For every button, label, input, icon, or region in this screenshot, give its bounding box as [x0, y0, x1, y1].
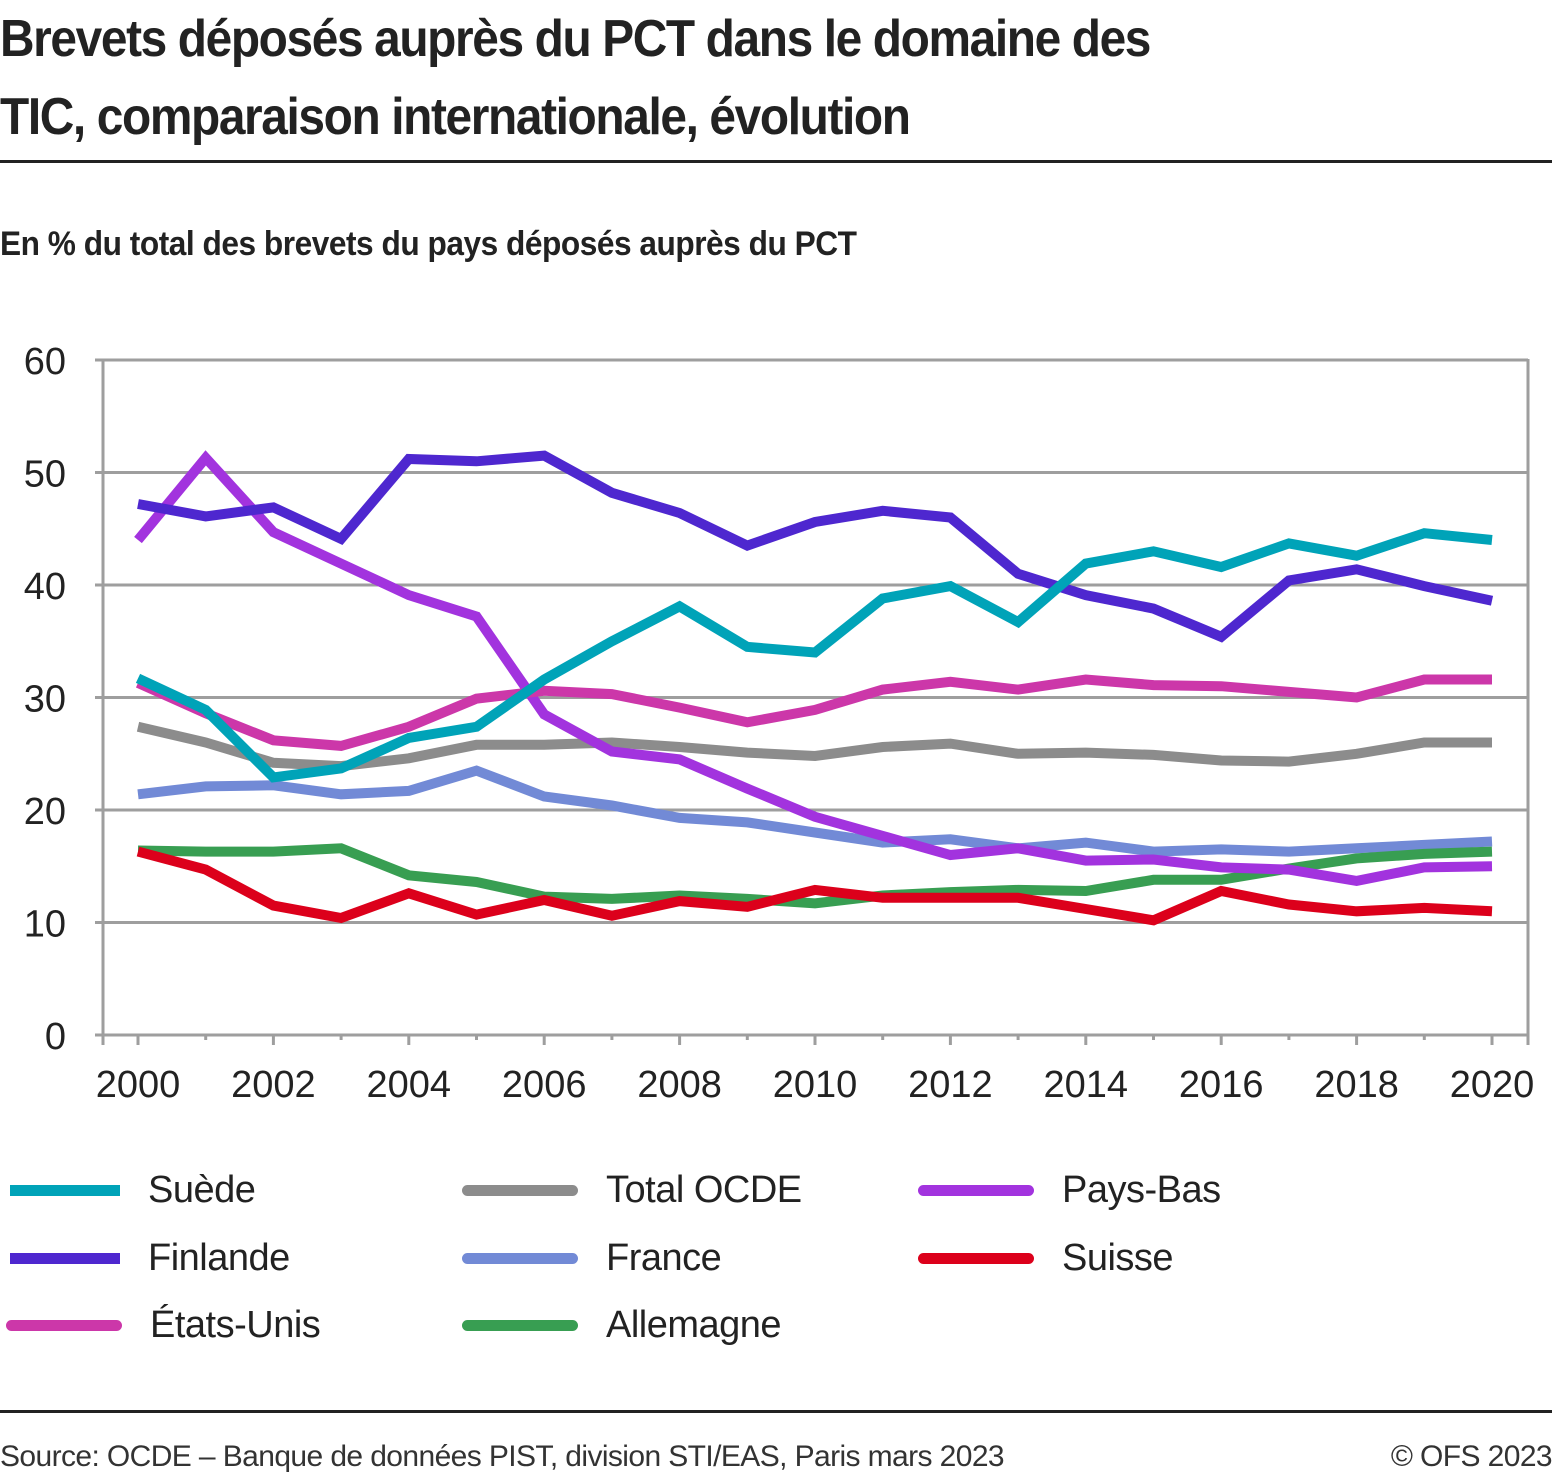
- legend-item-finlande[interactable]: Finlande: [10, 1228, 290, 1288]
- x-tick-label: 2006: [502, 1064, 587, 1106]
- y-tick-label: 60: [24, 341, 66, 383]
- legend-item-total-ocde[interactable]: Total OCDE: [462, 1160, 802, 1220]
- chart-title-line-2: TIC, comparaison internationale, évoluti…: [0, 88, 911, 146]
- chart-title-line-1: Brevets déposés auprès du PCT dans le do…: [0, 10, 1151, 68]
- chart-subtitle: En % du total des brevets du pays déposé…: [0, 225, 857, 263]
- legend-label-suede: Suède: [148, 1168, 256, 1211]
- legend-swatch-allemagne: [462, 1319, 578, 1331]
- chart-title: Brevets déposés auprès du PCT dans le do…: [0, 0, 1428, 156]
- series-lines: [134, 450, 1494, 926]
- legend-item-suisse[interactable]: Suisse: [918, 1228, 1174, 1288]
- footer-divider: [0, 1410, 1552, 1413]
- copyright: © OFS 2023: [1390, 1440, 1552, 1473]
- legend-label-france: France: [606, 1236, 722, 1279]
- legend-swatch-finlande: [10, 1252, 120, 1264]
- title-divider: [0, 160, 1552, 163]
- x-tick-label: 2008: [637, 1064, 722, 1106]
- y-tick-label: 10: [24, 904, 66, 946]
- x-tick-label: 2000: [96, 1064, 181, 1106]
- legend-swatch-total-ocde: [462, 1184, 578, 1196]
- legend-item-etats-unis[interactable]: États-Unis: [6, 1295, 321, 1355]
- legend-label-suisse: Suisse: [1062, 1236, 1174, 1279]
- legend-label-pays-bas: Pays-Bas: [1062, 1168, 1221, 1211]
- legend-label-etats-unis: États-Unis: [150, 1303, 321, 1346]
- x-tick-label: 2020: [1450, 1064, 1535, 1106]
- legend-item-suede[interactable]: Suède: [10, 1160, 256, 1220]
- x-tick-label: 2010: [773, 1064, 858, 1106]
- x-tick-label: 2018: [1314, 1064, 1399, 1106]
- series-line-pays-bas: [134, 450, 1493, 886]
- x-tick-label: 2004: [367, 1064, 452, 1106]
- y-tick-label: 30: [24, 679, 66, 721]
- legend-swatch-suisse: [918, 1252, 1034, 1264]
- legend-item-allemagne[interactable]: Allemagne: [462, 1295, 782, 1355]
- legend-swatch-france: [462, 1252, 578, 1264]
- series-line-suisse: [136, 846, 1493, 926]
- axes: [101, 359, 1530, 1045]
- legend-item-france[interactable]: France: [462, 1228, 722, 1288]
- y-tick-label: 0: [45, 1016, 66, 1058]
- legend-label-total-ocde: Total OCDE: [606, 1168, 802, 1211]
- x-tick-label: 2002: [231, 1064, 316, 1106]
- y-tick-label: 40: [24, 566, 66, 608]
- y-tick-label: 50: [24, 454, 66, 496]
- x-tick-label: 2016: [1179, 1064, 1264, 1106]
- legend-label-finlande: Finlande: [148, 1236, 290, 1279]
- legend-swatch-pays-bas: [918, 1184, 1034, 1196]
- legend-item-pays-bas[interactable]: Pays-Bas: [918, 1160, 1221, 1220]
- x-tick-label: 2012: [908, 1064, 993, 1106]
- line-chart: 0 10 20 30 40 50 60 2000 2002 2004 2006 2008 2010 201…: [24, 341, 1535, 1106]
- legend-swatch-etats-unis: [6, 1319, 122, 1331]
- legend: Suède Finlande États-Unis Total OCDE Fra…: [0, 1160, 1552, 1360]
- legend-swatch-suede: [10, 1184, 120, 1196]
- tick-labels: 0 10 20 30 40 50 60 2000 2002 2004 2006 2008 2010 201…: [24, 341, 1535, 1106]
- series-line-etats-unis: [135, 674, 1492, 751]
- y-tick-label: 20: [24, 791, 66, 833]
- legend-label-allemagne: Allemagne: [606, 1303, 782, 1346]
- source-note: Source: OCDE – Banque de données PIST, d…: [0, 1440, 1005, 1473]
- x-tick-label: 2014: [1044, 1064, 1129, 1106]
